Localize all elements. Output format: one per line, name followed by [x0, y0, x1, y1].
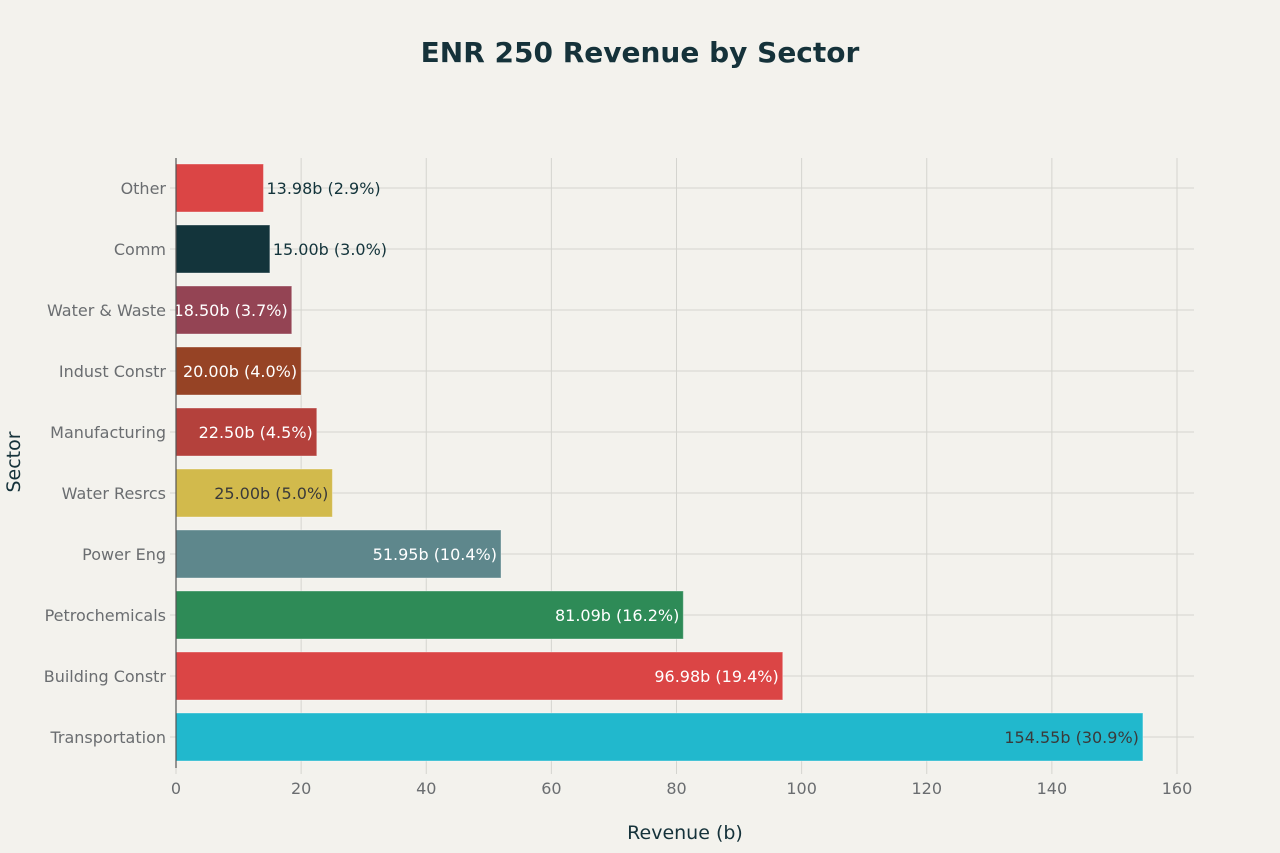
data-label: 154.55b (30.9%) — [1004, 728, 1139, 747]
data-label: 25.00b (5.0%) — [214, 484, 328, 503]
y-tick-label: Water & Waste — [47, 301, 166, 320]
x-tick-label: 60 — [541, 779, 561, 798]
data-label: 96.98b (19.4%) — [654, 667, 778, 686]
data-label: 51.95b (10.4%) — [373, 545, 497, 564]
bar — [175, 407, 318, 457]
x-axis-ticks: 0 20 40 60 80 100 120 140 160 — [171, 779, 1192, 798]
y-tick-label: Other — [121, 179, 167, 198]
bar — [175, 590, 684, 640]
y-tick-label: Water Resrcs — [62, 484, 166, 503]
data-label: 13.98b (2.9%) — [266, 179, 380, 198]
x-tick-label: 0 — [171, 779, 181, 798]
x-tick-label: 40 — [416, 779, 436, 798]
y-axis-label: Sector — [3, 431, 25, 492]
x-tick-label: 20 — [291, 779, 311, 798]
bar — [175, 163, 264, 213]
bar — [175, 224, 271, 274]
x-tick-label: 160 — [1162, 779, 1193, 798]
bar — [175, 712, 1144, 762]
x-tick-label: 120 — [911, 779, 942, 798]
data-label: 20.00b (4.0%) — [183, 362, 297, 381]
data-label: 15.00b (3.0%) — [273, 240, 387, 259]
y-axis-ticks: Transportation Building Constr Petrochemic… — [44, 179, 167, 747]
x-tick-label: 140 — [1037, 779, 1068, 798]
data-label: 81.09b (16.2%) — [555, 606, 679, 625]
x-tick-label: 80 — [666, 779, 686, 798]
chart-title: ENR 250 Revenue by Sector — [421, 36, 860, 69]
x-tick-label: 100 — [786, 779, 817, 798]
y-tick-label: Transportation — [49, 728, 166, 747]
y-tick-label: Building Constr — [44, 667, 167, 686]
bar — [175, 651, 784, 701]
bars: 154.55b (30.9%) 96.98b (19.4%) 81.09b (16.… — [174, 163, 1144, 762]
bar — [175, 346, 302, 396]
y-tick-label: Manufacturing — [50, 423, 166, 442]
data-label: 18.50b (3.7%) — [174, 301, 288, 320]
data-label: 22.50b (4.5%) — [199, 423, 313, 442]
y-tick-label: Comm — [114, 240, 166, 259]
y-tick-label: Power Eng — [82, 545, 166, 564]
y-tick-label: Petrochemicals — [45, 606, 166, 625]
bar — [175, 468, 333, 518]
y-tick-label: Indust Constr — [59, 362, 167, 381]
x-axis-label: Revenue (b) — [627, 822, 743, 844]
